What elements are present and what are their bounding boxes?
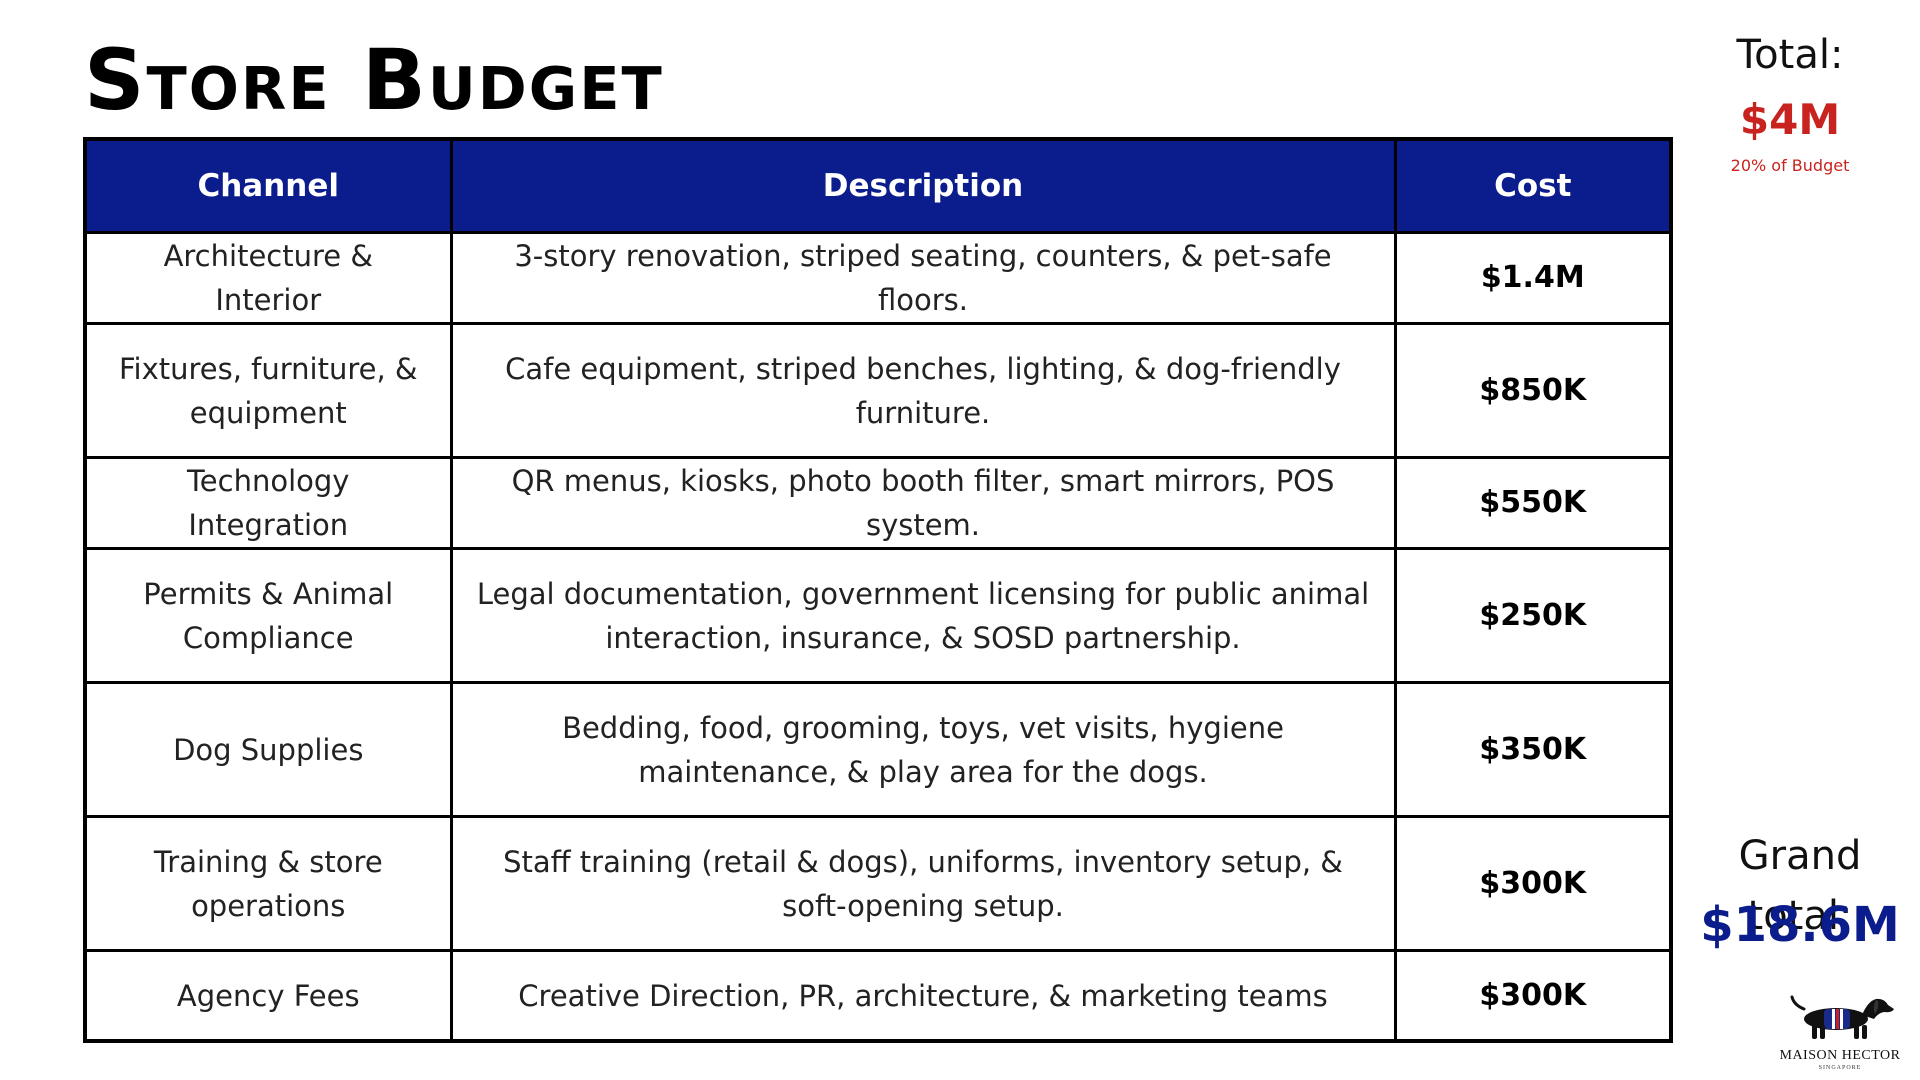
grand-total-label: Grand total: [1738,833,1862,939]
cost-cell: $250K [1393,547,1673,684]
channel-cell: Permits & Animal Compliance [83,547,453,684]
cost-cell: $1.4M [1393,231,1673,325]
description-cell: QR menus, kiosks, photo booth filter, sm… [449,456,1397,550]
table-row: Technology Integration QR menus, kiosks,… [83,456,1673,550]
channel-cell: Architecture & Interior [83,231,453,325]
description-cell: 3-story renovation, striped seating, cou… [449,231,1397,325]
description-cell: Legal documentation, government licensin… [449,547,1397,684]
table-row: Dog Supplies Bedding, food, grooming, to… [83,681,1673,818]
description-cell: Cafe equipment, striped benches, lightin… [449,322,1397,459]
table-row: Fixtures, furniture, & equipment Cafe eq… [83,322,1673,459]
column-header-description: Description [449,137,1397,234]
channel-cell: Fixtures, furniture, & equipment [83,322,453,459]
table-row: Training & store operations Staff traini… [83,815,1673,952]
table-row: Agency Fees Creative Direction, PR, arch… [83,949,1673,1043]
description-cell: Creative Direction, PR, architecture, & … [449,949,1397,1043]
cost-cell: $550K [1393,456,1673,550]
budget-table: Channel Description Cost Architecture & … [83,137,1673,1043]
description-cell: Bedding, food, grooming, toys, vet visit… [449,681,1397,818]
table-row: Permits & Animal Compliance Legal docume… [83,547,1673,684]
cost-cell: $300K [1393,815,1673,952]
brand-name: MAISON HECTOR [1779,1048,1901,1063]
description-cell: Staff training (retail & dogs), uniforms… [449,815,1397,952]
column-header-cost: Cost [1393,137,1673,234]
total-value: $4M [1739,95,1841,144]
cost-cell: $300K [1393,949,1673,1043]
channel-cell: Dog Supplies [83,681,453,818]
channel-cell: Training & store operations [83,815,453,952]
cost-cell: $850K [1393,322,1673,459]
grand-total-value: $18.6M [1700,897,1900,953]
brand-logo: MAISON HECTOR SINGAPORE [1770,985,1910,1077]
table-header-row: Channel Description Cost [83,137,1673,234]
channel-cell: Agency Fees [83,949,453,1043]
dachshund-icon [1790,995,1894,1039]
channel-cell: Technology Integration [83,456,453,550]
total-budget-share: 20% of Budget [1730,156,1850,175]
column-header-channel: Channel [83,137,453,234]
total-label: Total: [1736,32,1844,78]
page-title: Store Budget [84,31,664,129]
brand-location: SINGAPORE [1818,1065,1862,1071]
table-row: Architecture & Interior 3-story renovati… [83,231,1673,325]
cost-cell: $350K [1393,681,1673,818]
